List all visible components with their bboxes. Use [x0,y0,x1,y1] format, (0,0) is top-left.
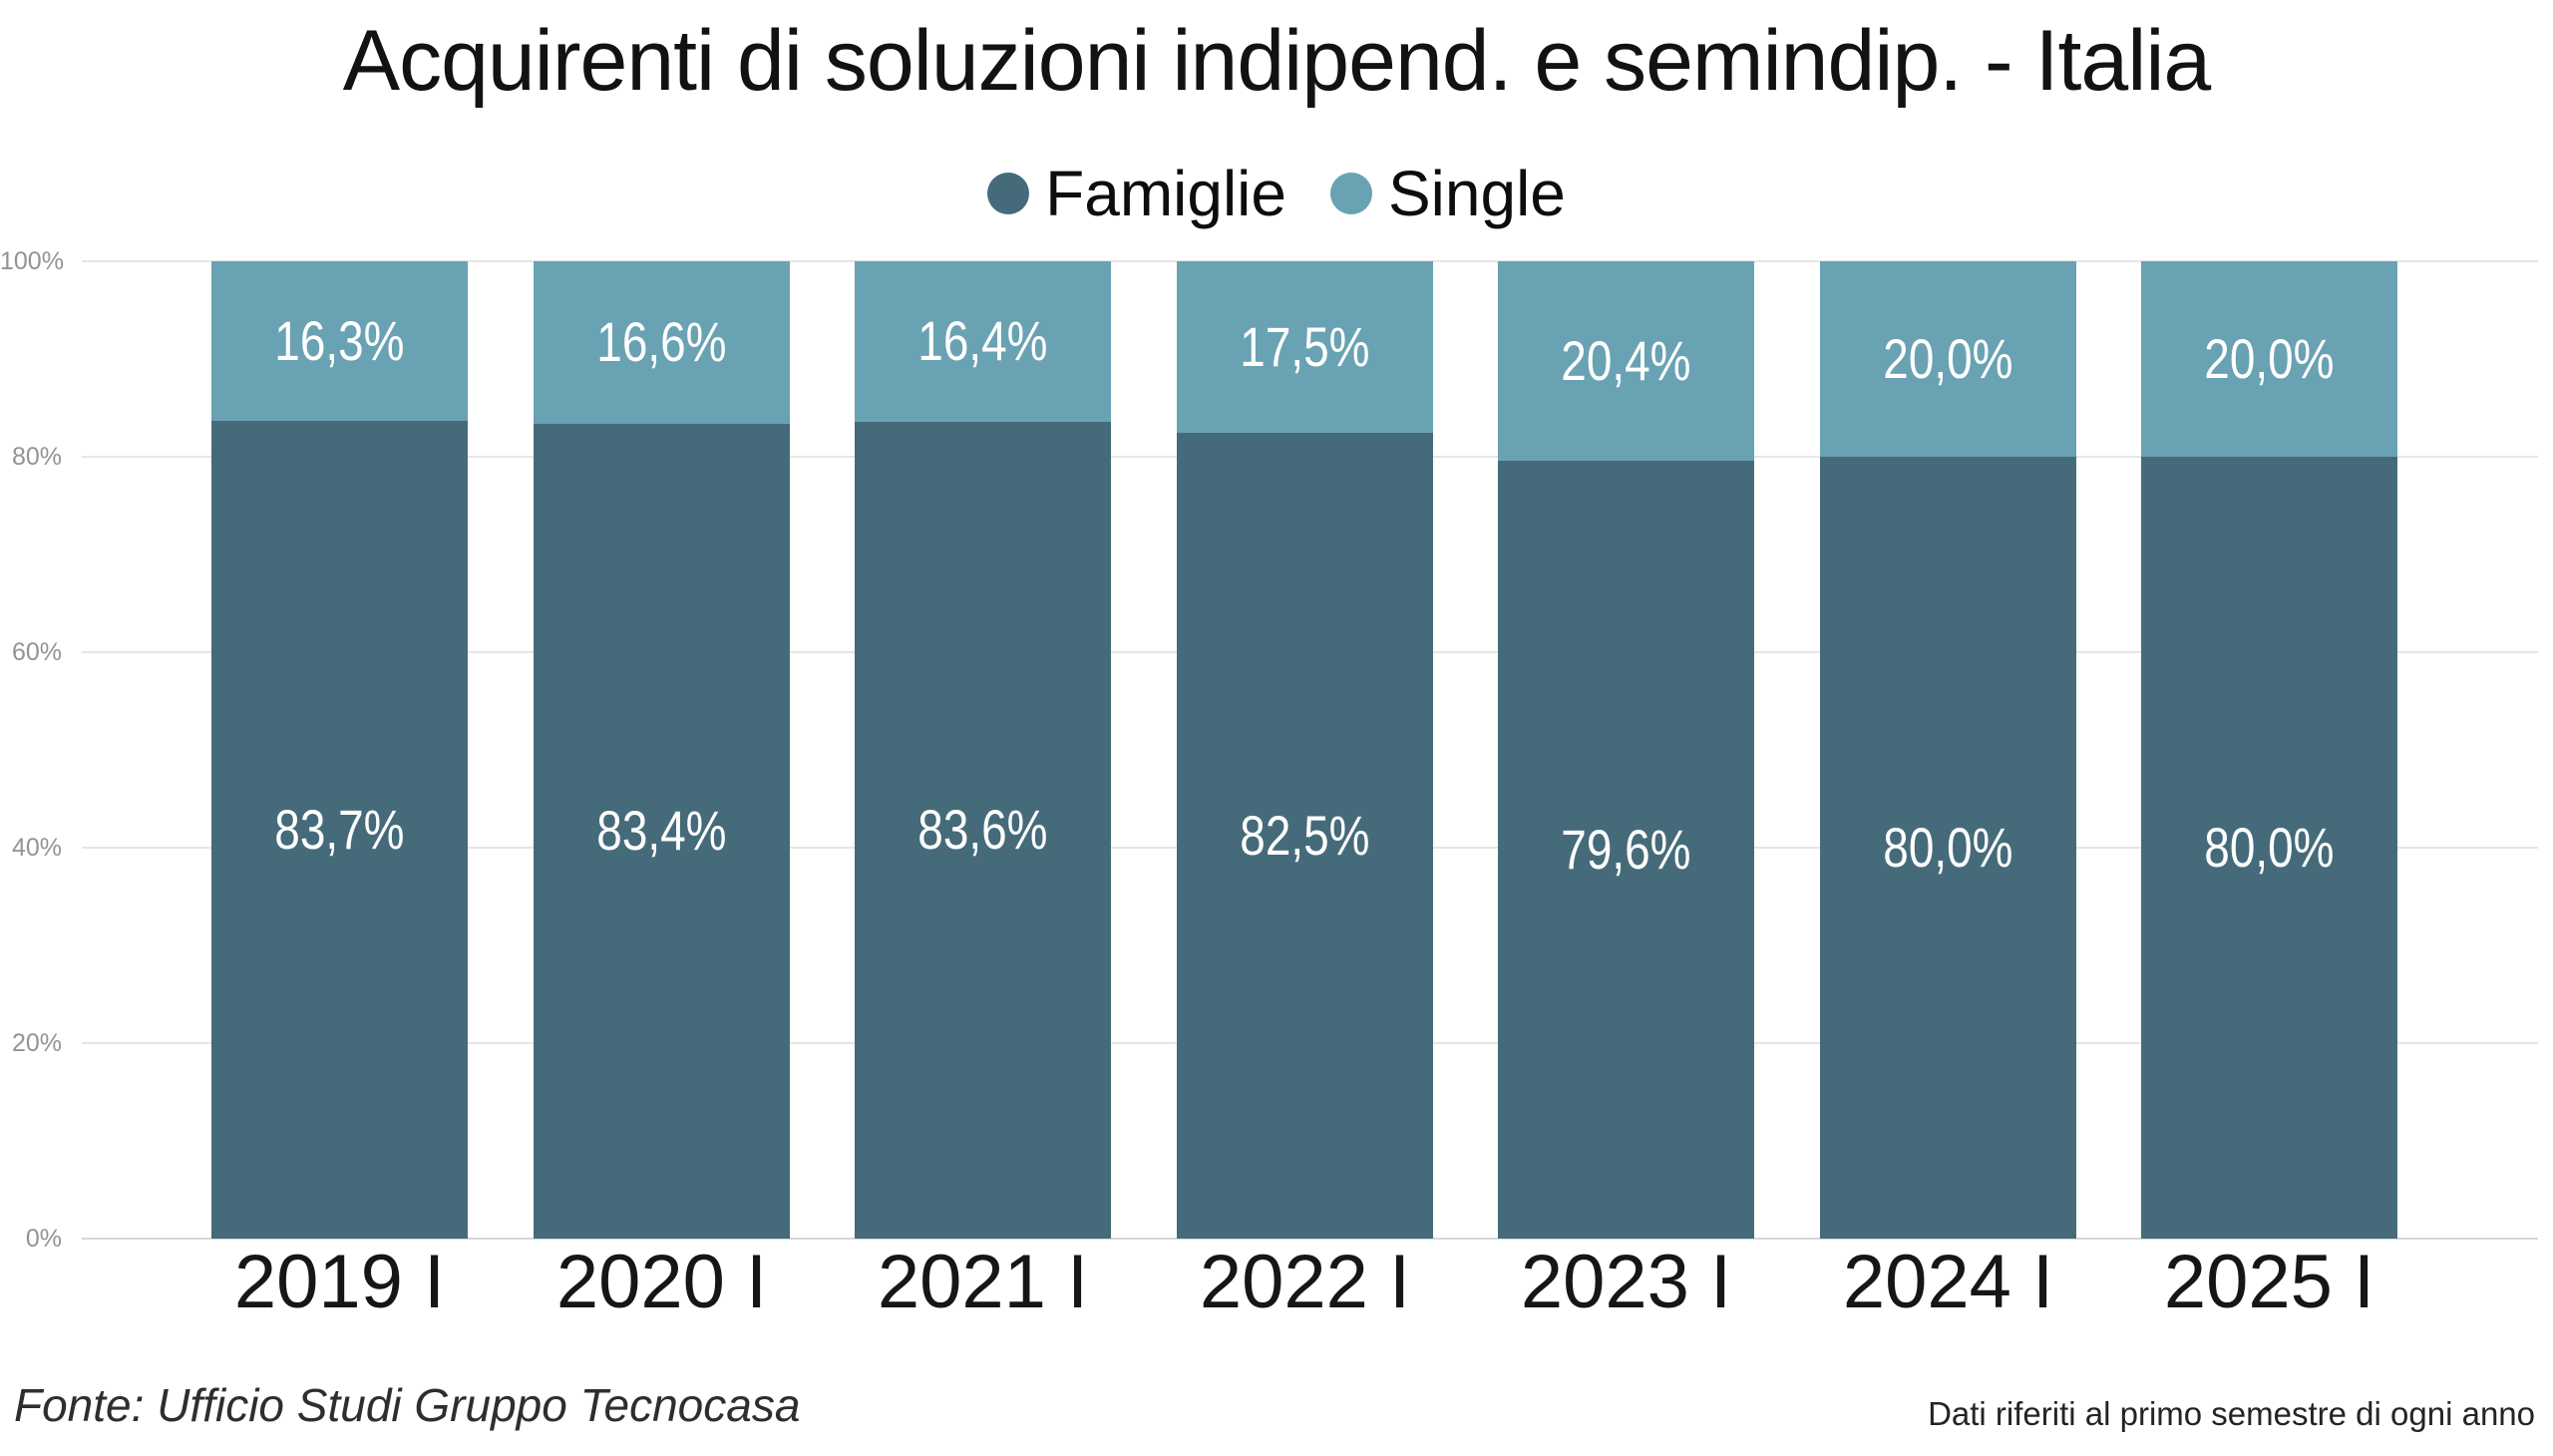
x-axis-label: 2020 I [555,1240,768,1324]
x-axis-label: 2019 I [233,1240,446,1324]
legend-label-single: Single [1387,158,1566,229]
bar-segment-single[interactable]: 20,0% [2141,261,2397,457]
x-axis-label: 2022 I [1199,1240,1411,1324]
bar-segment-famiglie[interactable]: 79,6% [1498,460,1754,1239]
bar-segment-famiglie[interactable]: 82,5% [1177,432,1433,1239]
y-axis-tick-label-80: 80% [11,443,62,471]
bar-segment-single[interactable]: 16,6% [534,261,790,424]
bar-segment-famiglie[interactable]: 83,4% [534,423,790,1239]
bar-column-2022-i: 17,5% 82,5% [1177,261,1433,1239]
bar-segment-single[interactable]: 16,3% [211,261,468,421]
chart-title: Acquirenti di soluzioni indipend. e semi… [342,13,2212,109]
bar-value-label: 80,0% [1883,816,2013,879]
x-axis-label: 2024 I [1842,1240,2054,1324]
bar-segment-single[interactable]: 20,4% [1498,261,1754,461]
bar-value-label: 16,3% [274,308,405,372]
y-axis-tick-label-40: 40% [11,834,62,862]
bar-value-label: 20,0% [2204,327,2335,390]
x-axis-label: 2021 I [877,1240,1089,1324]
legend-label-famiglie: Famiglie [1045,158,1286,229]
bar-value-label: 20,0% [1883,327,2013,390]
gridline-0 [82,1238,2538,1240]
bar-segment-single[interactable]: 17,5% [1177,261,1433,433]
bar-value-label: 79,6% [1561,817,1691,881]
x-axis-label: 2025 I [2163,1240,2375,1324]
bar-value-label: 83,6% [917,798,1048,862]
y-axis-tick-label-0: 0% [25,1225,62,1253]
bar-segment-single[interactable]: 20,0% [1820,261,2076,457]
bar-value-label: 82,5% [1240,803,1370,867]
famiglie-color-dot-icon [987,173,1030,214]
bar-segment-famiglie[interactable]: 83,6% [855,421,1111,1239]
y-axis-tick-label-100: 100% [0,247,64,275]
bar-column-2019-i: 16,3% 83,7% [211,261,468,1239]
y-axis-tick-label-60: 60% [11,638,62,666]
bar-column-2021-i: 16,4% 83,6% [855,261,1111,1239]
bar-value-label: 83,4% [596,799,727,863]
single-color-dot-icon [1329,173,1372,214]
legend-item-single[interactable]: Single [1329,158,1566,229]
legend: Famiglie Single [0,148,2553,239]
bar-segment-famiglie[interactable]: 80,0% [2141,457,2397,1239]
bar-segment-famiglie[interactable]: 83,7% [211,420,468,1239]
legend-item-famiglie[interactable]: Famiglie [987,162,1286,225]
x-axis-label: 2023 I [1520,1240,1732,1324]
bar-column-2025-i: 20,0% 80,0% [2141,261,2397,1239]
bar-column-2020-i: 16,6% 83,4% [534,261,790,1239]
bar-column-2023-i: 20,4% 79,6% [1498,261,1754,1239]
bar-segment-famiglie[interactable]: 80,0% [1820,457,2076,1239]
bar-value-label: 16,6% [596,310,727,374]
y-axis-tick-label-20: 20% [11,1029,62,1057]
source-note: Fonte: Ufficio Studi Gruppo Tecnocasa [14,1379,801,1431]
data-reference-note: Dati riferiti al primo semestre di ogni … [1928,1395,2535,1432]
bar-column-2024-i: 20,0% 80,0% [1820,261,2076,1239]
bar-value-label: 16,4% [917,309,1048,373]
bar-value-label: 83,7% [274,797,405,861]
bar-segment-single[interactable]: 16,4% [855,261,1111,422]
bar-value-label: 17,5% [1240,314,1370,378]
bar-value-label: 20,4% [1561,328,1691,392]
bar-value-label: 80,0% [2204,816,2335,879]
